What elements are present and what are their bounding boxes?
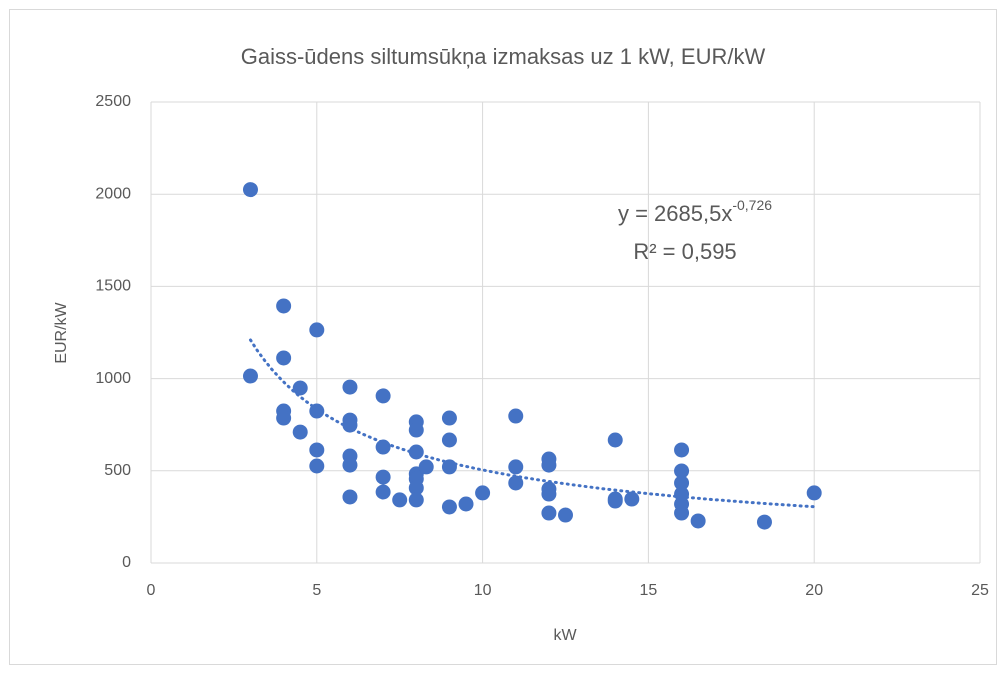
point — [541, 486, 557, 502]
point — [392, 492, 408, 508]
y-axis-label: EUR/kW — [53, 301, 70, 363]
point — [541, 505, 557, 521]
point — [276, 350, 292, 366]
point — [806, 485, 822, 501]
point — [441, 432, 457, 448]
point — [408, 492, 424, 508]
x-tick-label: 25 — [971, 582, 989, 599]
point — [309, 442, 325, 458]
point — [375, 388, 391, 404]
point — [342, 489, 358, 505]
y-tick-label: 1000 — [95, 370, 131, 387]
point — [674, 442, 690, 458]
x-tick-label: 10 — [474, 582, 492, 599]
x-tick-label: 20 — [805, 582, 823, 599]
x-tick-label: 5 — [312, 582, 321, 599]
point — [309, 322, 325, 338]
point — [375, 469, 391, 485]
point — [408, 422, 424, 438]
point — [309, 403, 325, 419]
y-tick-label: 2500 — [95, 93, 131, 110]
point — [441, 459, 457, 475]
point — [292, 380, 308, 396]
point — [756, 514, 772, 530]
x-tick-label: 15 — [640, 582, 658, 599]
equation: y = 2685,5x — [618, 201, 732, 226]
point — [607, 493, 623, 509]
y-tick-label: 2000 — [95, 185, 131, 202]
x-tick-label: 0 — [147, 582, 156, 599]
point — [674, 463, 690, 479]
y-tick-label: 0 — [122, 554, 131, 571]
point — [458, 496, 474, 512]
point — [242, 182, 258, 198]
chart-title: Gaiss-ūdens siltumsūkņa izmaksas uz 1 kW… — [241, 44, 766, 69]
chart-border — [9, 9, 997, 665]
point — [342, 457, 358, 473]
point — [309, 458, 325, 474]
point — [674, 475, 690, 491]
y-tick-label: 500 — [104, 462, 131, 479]
point — [375, 439, 391, 455]
point — [541, 457, 557, 473]
point — [408, 444, 424, 460]
point — [607, 432, 623, 448]
point — [558, 507, 573, 523]
point — [292, 424, 308, 440]
point — [408, 480, 424, 496]
grid: 0 500 1000 1500 2000 2500 0 5 10 15 20 25 — [95, 93, 989, 599]
point — [242, 368, 258, 384]
x-axis-label: kW — [553, 627, 577, 644]
point — [418, 459, 434, 475]
point — [276, 410, 292, 426]
point — [276, 298, 292, 314]
exponent: -0,726 — [732, 197, 772, 213]
trendline — [249, 338, 816, 509]
r-squared: R² = 0,595 — [633, 239, 736, 264]
marks — [242, 182, 822, 530]
point — [624, 491, 640, 507]
point — [342, 417, 358, 433]
point — [441, 410, 457, 426]
trendline-equation: y = 2685,5x-0,726 — [618, 197, 772, 226]
point — [508, 459, 524, 475]
y-tick-label: 1500 — [95, 278, 131, 295]
point — [375, 484, 391, 500]
point — [475, 485, 491, 501]
point — [508, 408, 524, 424]
point — [441, 499, 457, 515]
point — [690, 513, 706, 529]
point — [674, 505, 690, 521]
point — [342, 379, 358, 395]
point — [508, 475, 524, 491]
